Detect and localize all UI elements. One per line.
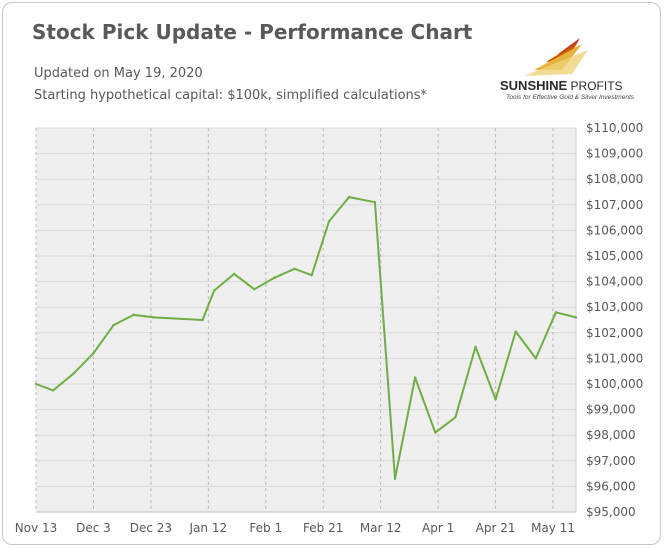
data-point	[434, 431, 437, 434]
data-point	[373, 201, 377, 204]
y-tick-label: $98,000	[586, 428, 636, 442]
x-tick-label: Dec 3	[76, 521, 111, 535]
data-point	[494, 398, 497, 401]
logo-tagline: Tools for Effective Gold & Silver Invest…	[506, 94, 635, 101]
data-point	[347, 195, 351, 199]
x-tick-label: Apr 1	[422, 521, 454, 535]
updated-date: Updated on May 19, 2020	[34, 66, 203, 81]
capital-note: Starting hypothetical capital: $100k, si…	[34, 88, 428, 103]
y-tick-label: $101,000	[586, 351, 643, 365]
y-tick-label: $105,000	[586, 249, 643, 263]
y-tick-label: $102,000	[586, 326, 643, 340]
data-point	[34, 382, 38, 386]
data-point	[112, 323, 115, 327]
data-point	[232, 272, 236, 276]
x-tick-label: Feb 1	[249, 521, 282, 535]
y-tick-label: $109,000	[586, 147, 643, 161]
y-tick-label: $110,000	[586, 121, 643, 135]
data-point	[52, 389, 55, 392]
y-tick-label: $108,000	[586, 172, 643, 186]
x-tick-label: Jan 12	[189, 521, 228, 535]
y-tick-label: $100,000	[586, 377, 643, 391]
logo-name: SUNSHINE PROFITS	[500, 78, 623, 93]
data-point	[574, 316, 578, 319]
x-tick-label: Dec 23	[130, 521, 172, 535]
data-point	[201, 318, 204, 322]
data-point	[72, 372, 75, 375]
x-tick-label: Apr 21	[476, 521, 516, 535]
data-point	[273, 276, 276, 279]
y-tick-label: $104,000	[586, 275, 643, 289]
data-point	[327, 220, 331, 223]
x-tick-label: Feb 21	[303, 521, 343, 535]
y-tick-label: $106,000	[586, 223, 643, 237]
data-point	[310, 274, 313, 277]
data-point	[212, 289, 216, 292]
sunshine-profits-logo-icon	[524, 38, 588, 76]
x-tick-label: Mar 12	[360, 521, 402, 535]
data-point	[152, 316, 155, 319]
plot-area	[36, 128, 576, 512]
data-point	[293, 267, 296, 270]
data-point	[514, 330, 517, 333]
y-tick-label: $96,000	[586, 479, 636, 493]
data-point	[253, 288, 256, 291]
data-point	[92, 352, 95, 355]
x-tick-label: May 11	[531, 521, 575, 535]
data-point	[132, 313, 135, 317]
y-tick-label: $95,000	[586, 505, 636, 519]
x-tick-label: Nov 13	[15, 521, 58, 535]
y-tick-label: $99,000	[586, 403, 636, 417]
data-point	[534, 357, 537, 360]
data-point	[413, 376, 417, 379]
data-point	[454, 416, 457, 419]
data-point	[393, 477, 397, 480]
chart-title: Stock Pick Update - Performance Chart	[32, 20, 473, 44]
data-point	[554, 311, 558, 314]
y-tick-label: $103,000	[586, 300, 643, 314]
y-tick-label: $107,000	[586, 198, 643, 212]
data-point	[474, 345, 477, 349]
y-tick-label: $97,000	[586, 454, 636, 468]
